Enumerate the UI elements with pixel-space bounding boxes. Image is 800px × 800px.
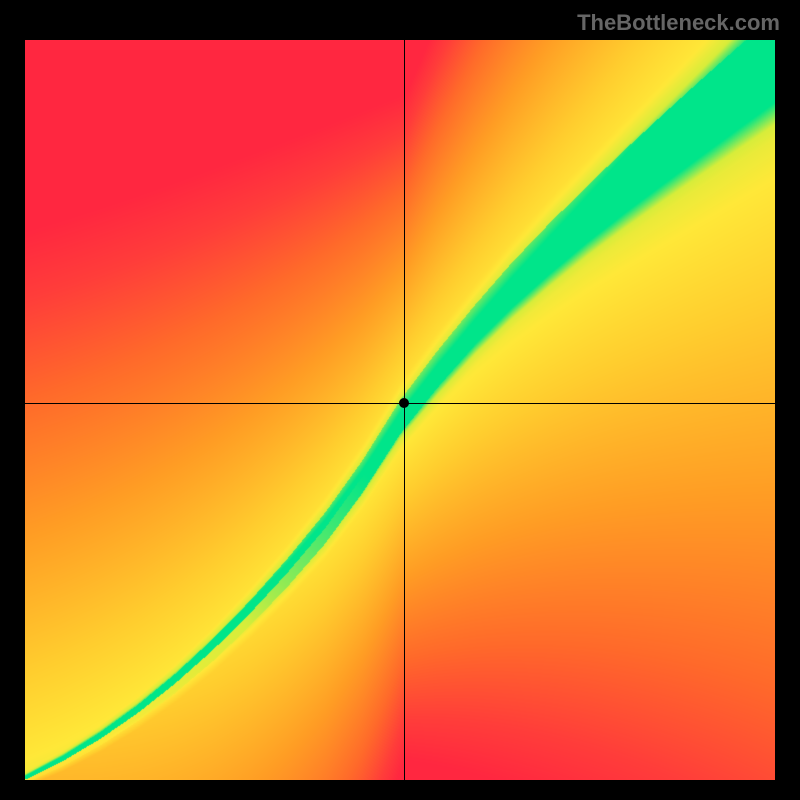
crosshair-marker bbox=[399, 398, 409, 408]
watermark-text: TheBottleneck.com bbox=[577, 10, 780, 36]
heatmap-plot-area bbox=[25, 40, 775, 780]
heatmap-canvas bbox=[25, 40, 775, 780]
crosshair-vertical bbox=[404, 40, 405, 780]
